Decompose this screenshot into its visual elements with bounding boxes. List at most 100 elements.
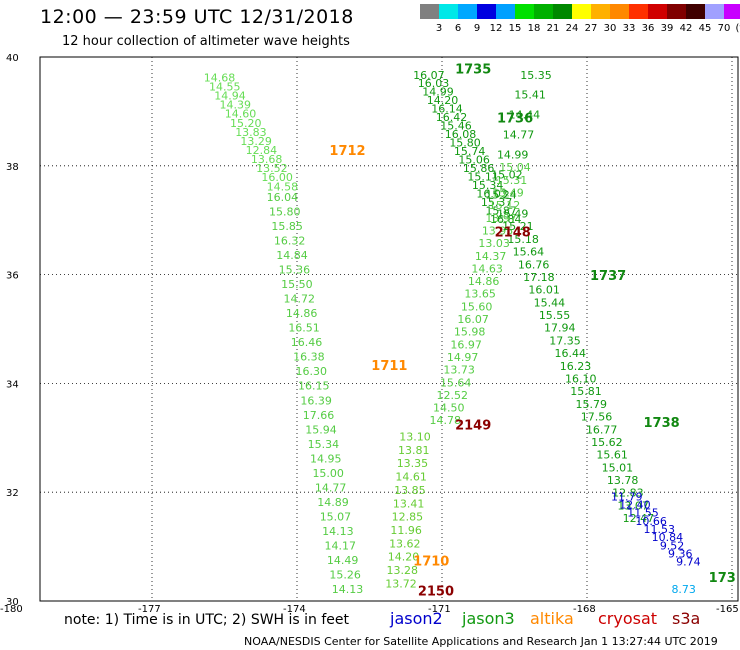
legend-label: 6 bbox=[454, 23, 462, 34]
wave-height-value: 13.07 bbox=[617, 499, 649, 512]
legend-swatch bbox=[458, 4, 477, 19]
wave-height-value: 15.49 bbox=[492, 187, 524, 200]
wave-height-value: 12.40 bbox=[619, 499, 651, 512]
wave-height-value: 15.02 bbox=[491, 168, 523, 181]
wave-height-value: 12.47 bbox=[623, 512, 655, 525]
wave-height-value: 15.07 bbox=[320, 510, 352, 523]
legend-label: 9 bbox=[473, 23, 481, 34]
wave-height-value: 16.32 bbox=[274, 235, 306, 248]
wave-height-value: 13.97 bbox=[485, 212, 517, 225]
wave-height-value: 14.84 bbox=[276, 249, 308, 262]
wave-height-value: 15.41 bbox=[514, 89, 546, 102]
wave-height-value: 15.64 bbox=[440, 376, 472, 389]
wave-height-value: 11.79 bbox=[611, 490, 643, 503]
legend-label: 24 bbox=[565, 23, 579, 34]
wave-height-value: 13.95 bbox=[482, 224, 514, 237]
legend-label: 70 bbox=[717, 23, 731, 34]
wave-height-value: 14.13 bbox=[322, 525, 354, 538]
wave-height-value: 12.84 bbox=[246, 144, 278, 157]
wave-height-value: 13.68 bbox=[251, 153, 283, 166]
wave-height-value: 14.58 bbox=[267, 180, 299, 193]
lon-tick-label: -177 bbox=[138, 604, 161, 615]
wave-height-value: 15.49 bbox=[497, 207, 529, 220]
legend-label: 42 bbox=[679, 23, 693, 34]
wave-height-value: 14.77 bbox=[503, 129, 534, 142]
wave-height-value: 15.85 bbox=[271, 220, 303, 233]
wave-height-value: 13.81 bbox=[398, 444, 430, 457]
wave-height-value: 9.36 bbox=[668, 547, 693, 560]
lat-tick-label: 34 bbox=[6, 379, 19, 390]
legend-label: 27 bbox=[584, 23, 598, 34]
lat-tick-label: 30 bbox=[6, 597, 19, 608]
legend-swatch bbox=[724, 4, 740, 19]
wave-height-value: 14.99 bbox=[497, 149, 529, 162]
wave-height-value: 10.66 bbox=[635, 515, 667, 528]
lat-tick-label: 38 bbox=[6, 162, 19, 173]
wave-height-value: 16.51 bbox=[288, 322, 320, 335]
pass-time-label: 1735 bbox=[455, 62, 491, 77]
wave-height-value: 16.76 bbox=[518, 258, 550, 271]
wave-height-value: 16.04 bbox=[267, 191, 299, 204]
legend-label: 36 bbox=[641, 23, 655, 34]
wave-height-value: 15.86 bbox=[463, 162, 495, 175]
map-subtitle: 12 hour collection of altimeter wave hei… bbox=[62, 34, 350, 49]
wave-height-value: 14.89 bbox=[317, 496, 349, 509]
wave-height-value: 13.72 bbox=[385, 577, 417, 590]
wave-height-value: 13.73 bbox=[443, 364, 475, 377]
legend-swatch bbox=[648, 4, 667, 19]
wave-height-value: 16.08 bbox=[445, 128, 477, 141]
legend-swatch bbox=[686, 4, 705, 19]
pass-time-label: 2149 bbox=[455, 419, 491, 434]
wave-height-value: 14.39 bbox=[219, 99, 251, 112]
wave-height-value: 15.00 bbox=[312, 467, 344, 480]
lat-tick-label: 40 bbox=[6, 53, 19, 64]
wave-height-value: 15.64 bbox=[513, 246, 545, 259]
wave-height-value: 15.04 bbox=[499, 161, 530, 174]
pass-time-label: 1711 bbox=[371, 359, 407, 374]
wave-height-value: 15.81 bbox=[570, 385, 602, 398]
wave-height-value: 15.18 bbox=[507, 233, 538, 246]
legend-swatch bbox=[705, 4, 724, 19]
wave-height-value: 16.44 bbox=[555, 347, 587, 360]
wave-height-value: 15.12 bbox=[489, 199, 521, 212]
wave-height-value: 12.52 bbox=[436, 389, 468, 402]
legend-label: (ft) bbox=[735, 23, 740, 34]
wave-height-value: 13.28 bbox=[387, 564, 419, 577]
legend-swatch bbox=[534, 4, 553, 19]
pass-time-label: 1712 bbox=[329, 144, 365, 159]
wave-height-value: 14.44 bbox=[509, 109, 540, 122]
wave-height-value: 13.03 bbox=[478, 237, 510, 250]
wave-height-value: 14.20 bbox=[388, 551, 420, 564]
wave-height-value: 15.55 bbox=[539, 309, 571, 322]
wave-height-value: 10.84 bbox=[652, 531, 684, 544]
wave-height-value: 15.24 bbox=[485, 188, 517, 201]
wave-height-value: 14.68 bbox=[204, 71, 236, 84]
wave-height-value: 16.39 bbox=[300, 394, 332, 407]
wave-height-value: 14.60 bbox=[225, 108, 257, 121]
wave-height-value: 13.10 bbox=[399, 431, 431, 444]
wave-height-value: 15.80 bbox=[269, 206, 301, 219]
lon-tick-label: -174 bbox=[283, 604, 306, 615]
wave-height-value: 15.80 bbox=[449, 137, 481, 150]
wave-height-value: 13.52 bbox=[256, 162, 288, 175]
legend-label: 33 bbox=[622, 23, 636, 34]
wave-height-value: 14.55 bbox=[209, 81, 241, 94]
wave-height-value: 14.86 bbox=[286, 307, 318, 320]
legend-swatch bbox=[572, 4, 591, 19]
legend-label: 45 bbox=[698, 23, 712, 34]
wave-height-value: 15.31 bbox=[496, 174, 528, 187]
legend-swatch bbox=[496, 4, 515, 19]
wave-height-value: 15.74 bbox=[454, 145, 486, 158]
wave-height-value: 15.60 bbox=[461, 300, 493, 313]
wave-height-value: 12.83 bbox=[612, 487, 644, 500]
legend-label: 3 bbox=[435, 23, 443, 34]
wave-height-value: 17.35 bbox=[549, 334, 581, 347]
wave-height-value: 15.35 bbox=[520, 69, 552, 82]
wave-height-value: 14.20 bbox=[427, 94, 459, 107]
wave-height-value: 9.74 bbox=[676, 556, 701, 569]
wave-height-value: 15.87 bbox=[485, 204, 517, 217]
wave-height-value: 14.17 bbox=[325, 539, 357, 552]
wave-height-value: 15.44 bbox=[534, 296, 566, 309]
wave-height-value: 14.94 bbox=[214, 90, 246, 103]
wave-height-value: 15.20 bbox=[230, 117, 262, 130]
